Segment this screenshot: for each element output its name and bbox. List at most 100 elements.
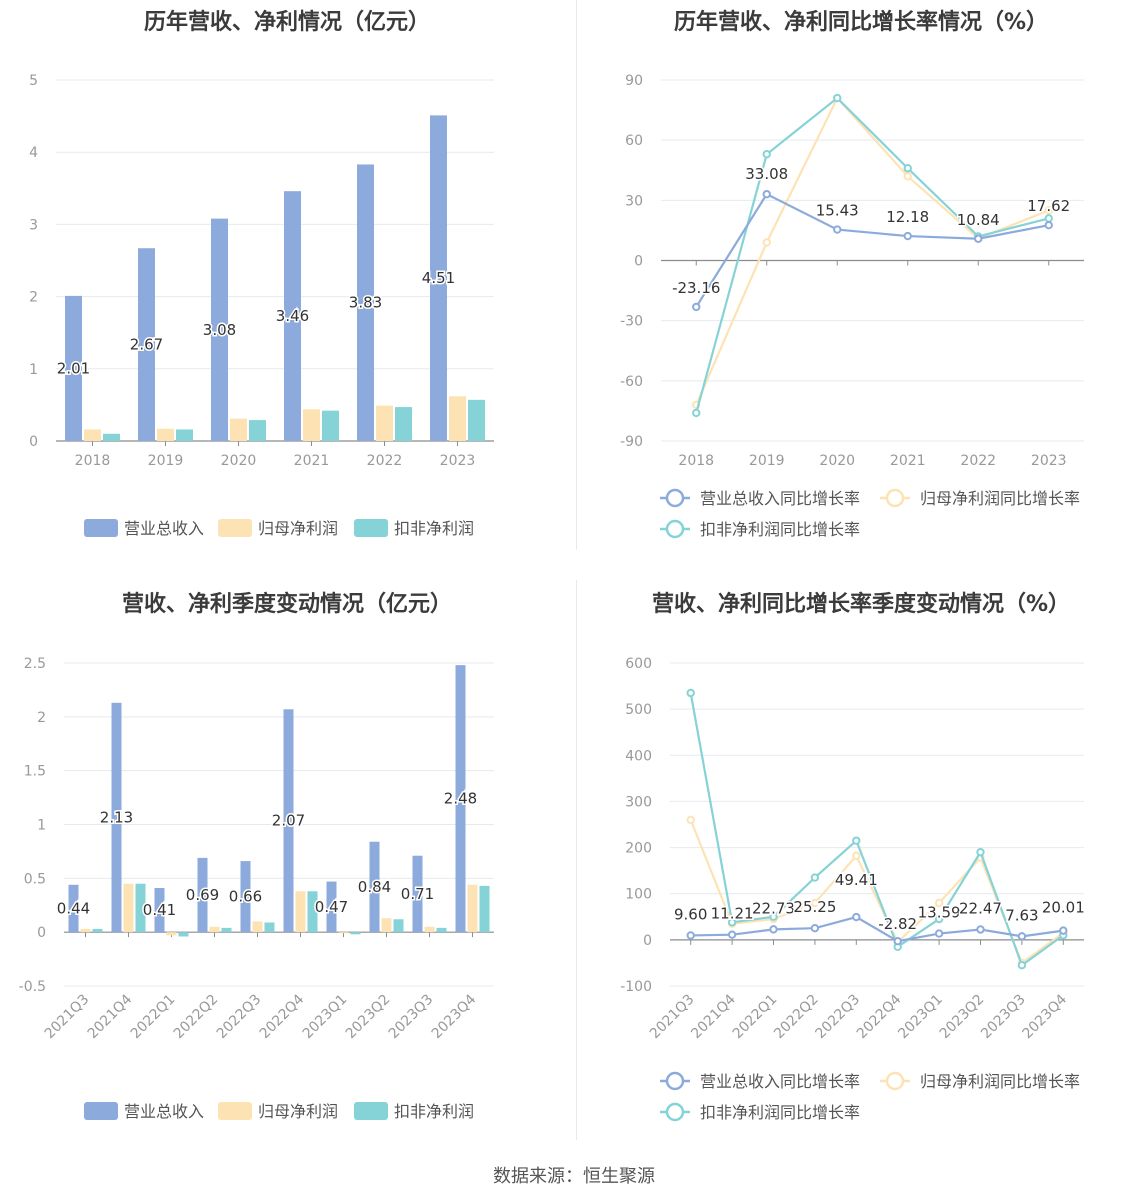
data-label: 2.13	[100, 809, 133, 827]
data-point	[833, 225, 842, 234]
y-tick-label: 4	[29, 145, 38, 161]
legend-label: 归母净利润	[258, 1102, 338, 1121]
x-tick-label: 2022Q1	[730, 992, 781, 1043]
x-tick-label: 2021Q4	[688, 991, 739, 1042]
chart-panel-annual-revenue: 历年营收、净利情况（亿元） 0 1 2 3 4 5 2018 2019 2020 2021 2022…	[0, 0, 574, 560]
bar	[412, 855, 423, 933]
y-tick-label: -90	[620, 434, 643, 450]
x-tick-label: 2019	[749, 453, 785, 469]
data-source: 数据来源：恒生聚源	[493, 1166, 655, 1187]
data-point	[692, 302, 701, 312]
data-label: 13.59	[918, 904, 961, 922]
data-label: 15.43	[816, 202, 859, 220]
bar	[284, 191, 301, 441]
x-tick-label: 2021Q3	[647, 992, 698, 1043]
annual-growth-line-chart: -90 -60 -30 0 30 60 90 2018 2019 2020 2021 2022 2023…	[620, 73, 1084, 539]
vertical-divider	[576, 0, 577, 550]
legend-label: 扣非净利润	[394, 1102, 474, 1121]
y-tick-label: 3	[29, 217, 38, 233]
y-tick-label: -100	[620, 979, 652, 995]
data-point	[893, 936, 902, 946]
bar	[436, 927, 447, 933]
bar	[249, 420, 266, 441]
bar	[221, 927, 232, 933]
y-tick-label: 2	[29, 290, 38, 306]
bar	[424, 926, 435, 933]
series-line	[690, 915, 1064, 943]
data-label: 7.63	[1005, 906, 1038, 924]
data-point	[852, 836, 861, 845]
y-tick-label: 2	[37, 710, 46, 726]
x-tick-label: 2021Q3	[42, 992, 93, 1043]
data-label: 2.01	[57, 359, 90, 377]
chart-title: 历年营收、净利同比增长率情况（%）	[673, 10, 1049, 35]
bar	[65, 295, 82, 441]
legend-label: 归母净利润同比增长率	[920, 489, 1080, 508]
x-tick-label: 2022Q1	[128, 992, 179, 1043]
data-point	[727, 930, 737, 939]
legend-marker	[885, 1071, 905, 1091]
data-point	[810, 924, 820, 933]
data-point	[692, 408, 701, 418]
data-label: 11.21	[711, 905, 754, 923]
data-point	[974, 234, 983, 243]
data-point	[727, 918, 737, 927]
legend-marker	[665, 488, 685, 508]
data-point	[903, 164, 912, 173]
bar	[157, 428, 174, 441]
x-tick-label: 2023Q2	[937, 992, 988, 1043]
series-line	[689, 692, 1064, 967]
bar	[211, 218, 228, 441]
bar	[357, 164, 374, 441]
x-tick-label: 2018	[75, 453, 111, 469]
data-point	[934, 914, 944, 924]
data-label: 20.01	[1042, 899, 1085, 917]
quarterly-growth-line-chart: -10001002003004005006002021Q32021Q42022Q…	[620, 656, 1086, 1122]
bar	[393, 919, 404, 933]
bar	[84, 429, 101, 441]
bar	[252, 921, 263, 933]
data-point	[976, 847, 985, 857]
x-tick-label: 2022Q4	[257, 991, 308, 1042]
x-tick-label: 2020	[221, 453, 257, 469]
y-tick-label: 0.5	[24, 871, 46, 887]
bar	[178, 932, 189, 937]
legend-label: 扣非净利润同比增长率	[700, 520, 860, 539]
x-tick-label: 2022Q3	[813, 992, 864, 1043]
data-label: 2.67	[130, 336, 163, 354]
data-point	[810, 873, 820, 882]
x-tick-label: 2022	[960, 453, 996, 469]
data-point	[762, 150, 771, 159]
bar	[123, 883, 134, 933]
vertical-divider	[576, 580, 577, 1140]
legend-marker	[665, 1071, 685, 1091]
bar	[92, 928, 103, 933]
data-point	[769, 925, 778, 934]
x-tick-label: 2022Q3	[214, 992, 265, 1043]
y-tick-label: 600	[625, 656, 652, 672]
data-point	[903, 172, 912, 181]
legend-marker	[665, 1102, 685, 1122]
legend-label: 营业总收入	[124, 519, 204, 538]
data-point	[762, 238, 771, 247]
bar	[326, 881, 337, 933]
data-point	[852, 912, 861, 922]
data-label: -2.82	[878, 915, 917, 933]
y-tick-label: 1.5	[24, 764, 46, 780]
series-line	[695, 96, 1050, 414]
bar	[376, 405, 393, 441]
data-point	[769, 912, 778, 921]
data-label: 0.41	[143, 901, 176, 919]
bar	[103, 433, 120, 441]
chart-panel-annual-growth: 历年营收、净利同比增长率情况（%） -90 -60 -30 0 30 60 90 2018 20…	[574, 0, 1148, 560]
data-label: 12.18	[886, 208, 929, 226]
y-tick-label: 300	[625, 794, 652, 810]
bar	[111, 702, 122, 933]
bar	[322, 410, 339, 441]
data-label: 9.60	[674, 905, 707, 923]
x-tick-label: 2018	[678, 453, 714, 469]
bar	[230, 418, 247, 441]
legend-swatch	[84, 1102, 118, 1120]
data-point	[903, 231, 912, 241]
y-tick-label: 30	[625, 193, 643, 209]
